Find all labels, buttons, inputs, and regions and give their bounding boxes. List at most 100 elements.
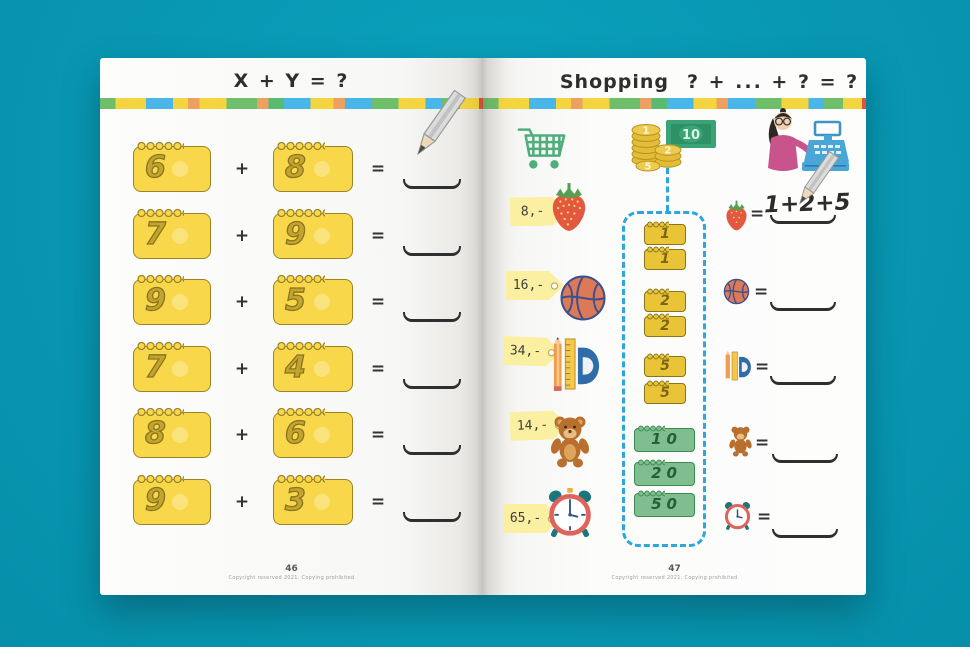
title-formula: ? + ... + ? = ?	[686, 71, 860, 93]
coin-coupon: 1	[644, 246, 686, 270]
answer-blank	[770, 302, 836, 311]
svg-text:10: 10	[682, 128, 700, 143]
ticket-number: 3	[284, 482, 306, 518]
school-set-icon	[553, 337, 600, 391]
equals-sign: =	[370, 491, 386, 512]
shopping-cart-icon	[517, 128, 566, 169]
number-ticket: 4	[273, 340, 353, 392]
number-ticket: 9	[133, 473, 211, 525]
answer-blank	[403, 511, 461, 522]
decorative-stripe-band	[100, 98, 483, 109]
left-page: X + Y = ? 6 + 8 = 7 + 9	[100, 58, 483, 595]
alarm-clock-icon	[724, 502, 751, 530]
coin-coupon: 5	[644, 380, 686, 404]
coin-coupon: 2	[644, 288, 686, 312]
left-page-footer: 46 Copyright reserved 2021. Copying proh…	[100, 564, 483, 581]
equals-sign: =	[370, 292, 386, 312]
pencil-icon	[799, 150, 840, 205]
ticket-number: 6	[284, 415, 306, 451]
ticket-number: 9	[284, 216, 306, 252]
number-ticket: 9	[273, 207, 353, 259]
equals-sign: =	[755, 433, 770, 453]
answer-blank	[770, 215, 836, 224]
coin-coupon: 5	[644, 353, 686, 377]
number-ticket: 5	[273, 274, 353, 325]
answer-blank	[403, 179, 461, 189]
problem-row: 7 + 9 =	[133, 207, 483, 259]
number-ticket: 7	[133, 340, 211, 392]
right-page-title: Shopping ? + ... + ? = ?	[483, 71, 866, 93]
svg-text:1: 1	[643, 126, 650, 137]
ticket-number: 8	[284, 149, 306, 185]
ticket-number: 7	[144, 349, 166, 385]
equals-sign: =	[757, 507, 772, 527]
cashier-icon	[768, 108, 849, 171]
plus-sign: +	[234, 159, 250, 179]
ticket-number: 4	[284, 349, 306, 385]
svg-text:5: 5	[645, 162, 652, 173]
price-text: 16,-	[512, 278, 545, 293]
answer-blank	[772, 454, 838, 463]
equals-sign: =	[370, 425, 386, 445]
teddy-bear-icon	[550, 416, 590, 468]
strawberry-icon	[552, 183, 586, 231]
problem-row: 7 + 4 =	[133, 340, 483, 392]
copyright-text: Copyright reserved 2021. Copying prohibi…	[611, 575, 738, 581]
number-ticket: 6	[133, 141, 211, 192]
ticket-number: 9	[144, 482, 166, 518]
number-ticket: 6	[273, 407, 353, 458]
problem-row: 9 + 3 =	[133, 473, 483, 525]
ticket-number: 6	[144, 149, 166, 185]
number-ticket: 8	[273, 141, 353, 192]
answer-blank	[403, 245, 461, 256]
plus-sign: +	[234, 491, 250, 512]
number-ticket: 8	[133, 407, 211, 458]
price-tag: 16,-	[506, 271, 564, 300]
basketball-icon	[560, 275, 606, 321]
dashed-connector-line	[666, 168, 669, 211]
copyright-text: Copyright reserved 2021. Copying prohibi…	[228, 575, 355, 581]
ticket-number: 7	[144, 216, 166, 252]
equals-sign: =	[754, 282, 769, 302]
teddy-bear-icon	[729, 426, 752, 457]
coin-coupon: 1	[644, 221, 686, 245]
problem-row: 9 + 5 =	[133, 274, 483, 325]
plus-sign: +	[234, 292, 250, 312]
plus-sign: +	[234, 425, 250, 445]
problem-row: 6 + 8 =	[133, 141, 483, 192]
money-coins-banknote-icon: 10 1 2 5	[631, 120, 716, 173]
number-ticket: 7	[133, 207, 211, 259]
answer-blank	[403, 312, 461, 322]
ticket-number: 9	[144, 282, 166, 318]
banknote-coupon: 20	[634, 459, 695, 486]
answer-blank	[403, 378, 461, 389]
left-page-title: X + Y = ?	[233, 70, 350, 92]
number-ticket: 9	[133, 274, 211, 325]
workbook-spread: X + Y = ? 6 + 8 = 7 + 9	[100, 58, 866, 595]
coin-coupon: 2	[644, 313, 686, 337]
ticket-number: 8	[144, 415, 166, 451]
title-word: Shopping	[559, 71, 669, 93]
problem-row: 8 + 6 =	[133, 407, 483, 458]
decorative-stripe-band	[483, 98, 866, 109]
banknote-coupon: 50	[634, 490, 695, 517]
page-number: 47	[668, 564, 681, 574]
equals-sign: =	[755, 357, 770, 377]
strawberry-icon	[726, 200, 747, 231]
answer-blank	[770, 376, 836, 385]
pencil-icon	[417, 89, 467, 156]
equals-sign: =	[370, 159, 386, 179]
right-page-footer: 47 Copyright reserved 2021. Copying proh…	[483, 564, 866, 581]
page-number: 46	[285, 564, 298, 574]
answer-blank	[772, 529, 838, 538]
banknote-coupon: 10	[634, 425, 695, 452]
svg-text:2: 2	[665, 146, 672, 157]
ticket-number: 5	[284, 282, 306, 318]
money-choices-box: 1 1 2 2 5 5 10 20 50	[622, 211, 706, 547]
answer-blank	[403, 445, 461, 455]
equals-sign: =	[750, 204, 765, 224]
number-ticket: 3	[273, 473, 353, 525]
school-set-icon	[725, 350, 751, 381]
basketball-icon	[723, 278, 750, 305]
